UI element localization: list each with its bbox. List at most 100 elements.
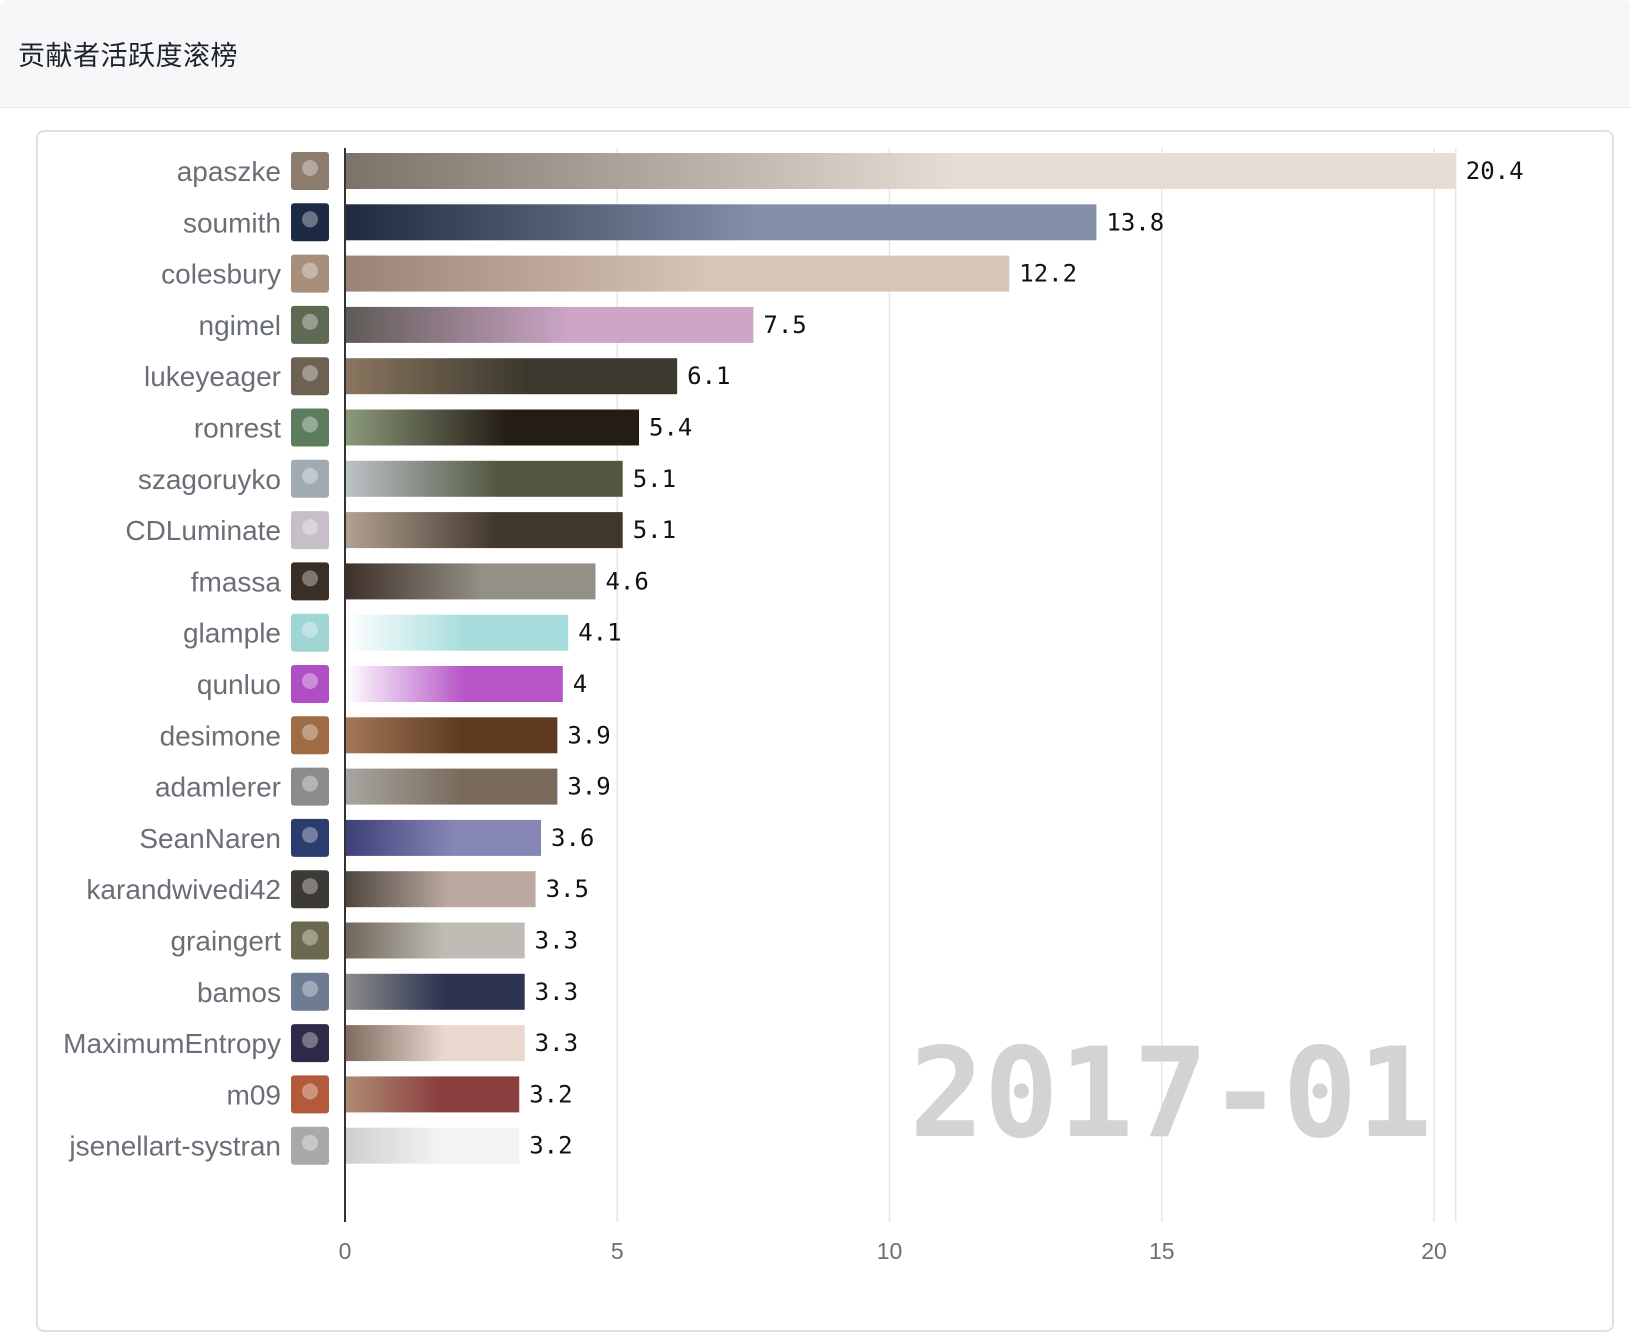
x-tick-label: 10 (877, 1238, 903, 1264)
bar-graingert (345, 922, 525, 959)
bar-adamlerer (345, 768, 558, 805)
avatar-face (302, 570, 318, 587)
bar-m09 (345, 1076, 520, 1113)
category-label: colesbury (161, 259, 281, 290)
avatar-lukeyeager (291, 357, 329, 396)
bar-qunluo (345, 666, 563, 702)
category-label: CDLuminate (125, 515, 281, 546)
avatar-soumith (291, 203, 329, 242)
avatar-ngimel (291, 305, 329, 344)
avatar-face (302, 519, 318, 536)
avatar-adamlerer (291, 767, 329, 806)
value-label: 5.1 (633, 465, 676, 493)
avatar-face (302, 929, 318, 946)
x-tick-label: 5 (611, 1238, 624, 1264)
avatar-face (302, 1134, 318, 1151)
avatar-face (302, 467, 318, 484)
avatar-face (302, 724, 318, 741)
avatar-SeanNaren (291, 818, 329, 857)
bar-fmassa (345, 563, 596, 600)
category-label: SeanNaren (139, 823, 281, 854)
value-label: 4.1 (578, 619, 621, 647)
bar-ronrest (345, 409, 640, 446)
bars: 20.4 apaszke 13.8 soumith 12.2 colesbury 7.5 ng… (63, 152, 1524, 1165)
category-label: bamos (197, 977, 281, 1008)
avatar-desimone (291, 716, 329, 755)
value-label: 3.9 (567, 773, 610, 801)
avatar-colesbury (291, 254, 329, 293)
category-label: desimone (160, 720, 281, 751)
avatar-MaximumEntropy (291, 1024, 329, 1063)
category-label: MaximumEntropy (63, 1028, 281, 1059)
value-label: 3.9 (567, 721, 610, 749)
category-label: karandwivedi42 (86, 874, 281, 905)
category-label: ngimel (199, 310, 281, 341)
x-tick-label: 20 (1421, 1238, 1447, 1264)
grid-lines (616, 148, 1457, 1222)
bar-colesbury (345, 255, 1010, 292)
avatar-face (302, 878, 318, 895)
bar-bamos (345, 973, 525, 1010)
bar-ngimel (345, 306, 754, 343)
category-label: qunluo (197, 669, 281, 700)
value-label: 13.8 (1106, 208, 1164, 236)
bar-MaximumEntropy (345, 1025, 525, 1062)
avatar-karandwivedi42 (291, 870, 329, 909)
avatar-ronrest (291, 408, 329, 447)
category-label: m09 (227, 1079, 281, 1110)
panel-title: 贡献者活跃度滚榜 (18, 41, 238, 72)
category-label: lukeyeager (144, 361, 281, 392)
avatar-face (302, 1032, 318, 1049)
bar-apaszke (345, 153, 1456, 189)
avatar-m09 (291, 1075, 329, 1114)
bar-karandwivedi42 (345, 871, 536, 908)
bar-desimone (345, 717, 558, 754)
avatar-face (302, 313, 318, 330)
x-axis-ticks: 0 5 10 15 20 (339, 1238, 1447, 1264)
value-label: 5.1 (633, 516, 676, 544)
x-tick-label: 0 (339, 1238, 352, 1264)
avatar-fmassa (291, 562, 329, 601)
bar-CDLuminate (345, 512, 623, 549)
avatar-face (302, 775, 318, 792)
category-label: graingert (170, 926, 281, 957)
value-label: 3.3 (535, 1029, 578, 1057)
bar-szagoruyko (345, 460, 623, 497)
bar-jsenellart-systran (345, 1127, 520, 1164)
avatar-szagoruyko (291, 459, 329, 498)
value-label: 20.4 (1466, 157, 1524, 185)
avatar-face (302, 980, 318, 997)
value-label: 3.2 (529, 1080, 572, 1108)
category-label: soumith (183, 207, 281, 238)
avatar-glample (291, 613, 329, 652)
bar-glample (345, 614, 569, 651)
category-label: szagoruyko (138, 464, 281, 495)
value-label: 3.3 (535, 927, 578, 955)
avatar-CDLuminate (291, 511, 329, 550)
panel-header: 贡献者活跃度滚榜 (0, 0, 1630, 108)
category-label: fmassa (191, 566, 282, 597)
avatar-face (302, 211, 318, 228)
value-label: 5.4 (649, 414, 692, 442)
category-label: adamlerer (155, 772, 281, 803)
value-label: 12.2 (1019, 260, 1077, 288)
value-label: 4.6 (605, 567, 648, 595)
bar-lukeyeager (345, 358, 678, 395)
avatar-face (302, 365, 318, 382)
value-label: 3.3 (535, 978, 578, 1006)
bar-soumith (345, 204, 1097, 241)
avatar-face (302, 826, 318, 843)
avatar-apaszke (291, 152, 329, 190)
value-label: 7.5 (763, 311, 806, 339)
category-label: jsenellart-systran (68, 1131, 281, 1162)
category-label: ronrest (194, 413, 281, 444)
avatar-face (302, 160, 318, 176)
avatar-face (302, 621, 318, 638)
bar-SeanNaren (345, 819, 542, 856)
period-watermark: 2017-01 (909, 1022, 1432, 1166)
category-label: glample (183, 618, 281, 649)
avatar-face (302, 673, 318, 689)
avatar-graingert (291, 921, 329, 960)
